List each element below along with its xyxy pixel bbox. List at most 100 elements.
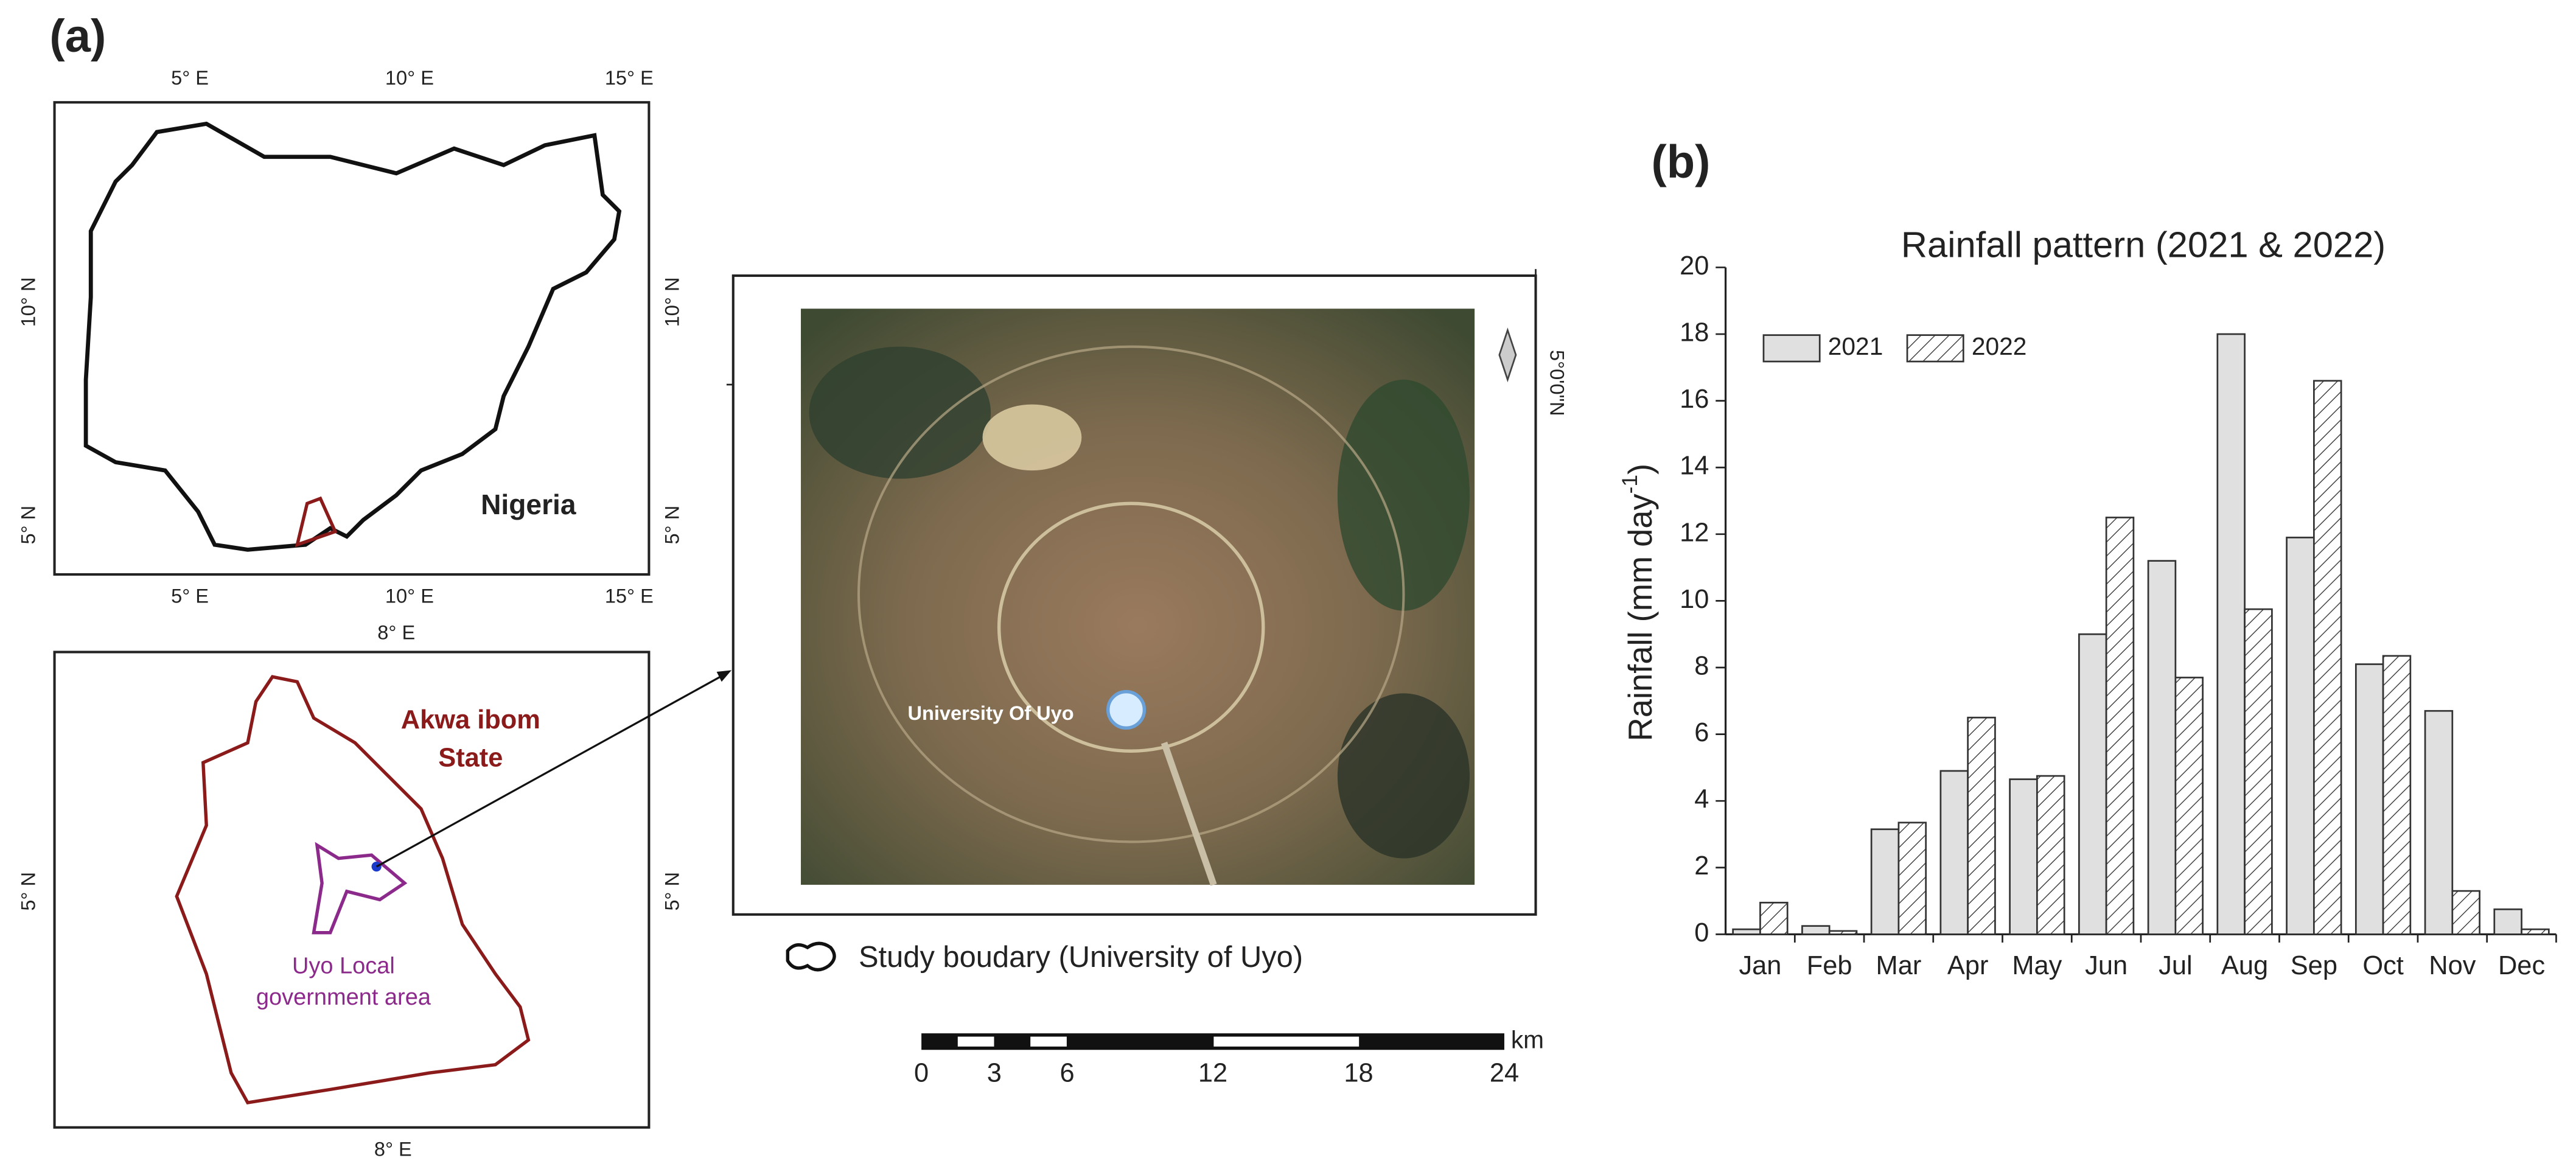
- bar: [2216, 333, 2246, 935]
- akwa-ibom-outline: [175, 675, 531, 1105]
- map-tick: 5° N: [17, 872, 39, 911]
- legend-label: 2021: [1828, 332, 1883, 360]
- x-tick-label: Apr: [1947, 951, 1989, 980]
- scale-bar: [921, 1033, 1504, 1050]
- y-tick-label: 6: [1694, 718, 1709, 747]
- arrow-head: [716, 670, 732, 682]
- bar: [2424, 710, 2454, 935]
- y-tick-label: 14: [1680, 452, 1709, 481]
- y-tick-label: 16: [1680, 385, 1709, 414]
- map-tick: 5° N: [661, 506, 683, 545]
- map-frame: [53, 651, 651, 1129]
- uyo-outline: [312, 842, 408, 935]
- panel-label: (a): [49, 10, 106, 62]
- road: [1161, 741, 1217, 886]
- bar: [2521, 928, 2550, 935]
- x-tick-label: Oct: [2362, 951, 2404, 980]
- lga-label: Uyo Local: [292, 954, 395, 979]
- bar: [2009, 778, 2038, 935]
- bar: [2147, 560, 2177, 935]
- map-tick: 5° N: [661, 872, 683, 911]
- vegetation: [1337, 379, 1470, 611]
- scale-label: 18: [1344, 1058, 1373, 1087]
- boundary-legend: Study boudary (University of Uyo): [859, 941, 1303, 974]
- x-tick-label: Feb: [1807, 951, 1852, 980]
- scale-label: 6: [1060, 1058, 1075, 1087]
- y-tick-label: 4: [1694, 785, 1709, 814]
- state-label: State: [438, 743, 503, 772]
- bar: [2354, 663, 2384, 935]
- map-tick: 10° E: [385, 585, 434, 607]
- map-tick: 10° N: [661, 277, 683, 327]
- bar: [1828, 930, 1858, 935]
- scale-unit: km: [1511, 1025, 1544, 1053]
- panel-label: (b): [1651, 136, 1710, 187]
- bar: [1732, 928, 1761, 935]
- y-axis-label: Rainfall (mm day-1): [1618, 464, 1659, 741]
- akwa-ibom-outline-small: [295, 496, 338, 548]
- bar: [2312, 380, 2342, 935]
- place-icon: [1106, 689, 1147, 730]
- state-label: Akwa ibom: [401, 705, 540, 734]
- scale-label: 0: [914, 1058, 929, 1087]
- bar: [1897, 821, 1927, 935]
- map-tick: 5° E: [171, 67, 209, 89]
- y-label-suffix: ): [1622, 464, 1659, 475]
- bar: [2286, 536, 2315, 935]
- bar: [2036, 775, 2065, 935]
- vegetation: [809, 346, 991, 479]
- bar: [2493, 908, 2522, 935]
- y-label-text: Rainfall (mm day: [1622, 494, 1659, 742]
- bar: [1870, 828, 1900, 935]
- nigeria-outline: [83, 121, 622, 552]
- map-tick: 10° E: [385, 67, 434, 89]
- y-tick-label: 0: [1694, 918, 1709, 947]
- map-tick: 10° N: [17, 277, 39, 327]
- map-tick: 15° E: [605, 585, 654, 607]
- outer-road: [857, 345, 1405, 843]
- lat-tick: 5°0'0"N: [1546, 350, 1568, 416]
- legend-label: 2022: [1972, 332, 2027, 360]
- legend-swatch: [1906, 334, 1964, 363]
- x-tick-label: Dec: [2498, 951, 2545, 980]
- lga-label: government area: [256, 985, 431, 1010]
- x-tick-label: Jul: [2159, 951, 2192, 980]
- bar: [2382, 655, 2412, 935]
- map-frame: [53, 101, 651, 576]
- y-tick-label: 18: [1680, 318, 1709, 347]
- x-tick-label: Mar: [1876, 951, 1922, 980]
- scale-label: 24: [1490, 1058, 1519, 1087]
- chart-title: Rainfall pattern (2021 & 2022): [1901, 225, 2386, 265]
- pointer-arrow: [375, 674, 724, 868]
- map-tick: 8° E: [374, 1138, 412, 1160]
- boundary-icon: [786, 941, 836, 972]
- ring-road: [997, 501, 1265, 753]
- y-tick-label: 2: [1694, 851, 1709, 881]
- bar: [1939, 770, 1969, 935]
- map-tick: 5° N: [17, 506, 39, 545]
- bar: [2174, 677, 2204, 935]
- bar: [2451, 890, 2480, 935]
- bar: [1967, 716, 1996, 935]
- bar: [1801, 925, 1831, 935]
- bar: [1759, 901, 1789, 935]
- scale-label: 12: [1198, 1058, 1227, 1087]
- map-tick: 15° E: [605, 67, 654, 89]
- y-tick-label: 10: [1680, 585, 1709, 614]
- map-tick: 8° E: [377, 621, 415, 643]
- map-tick: 5° E: [171, 585, 209, 607]
- x-tick-label: Jan: [1739, 951, 1781, 980]
- clearing: [982, 404, 1082, 471]
- x-tick-label: May: [2012, 951, 2062, 980]
- vegetation: [1337, 693, 1470, 859]
- y-tick-label: 12: [1680, 518, 1709, 547]
- map-label: Nigeria: [481, 489, 576, 520]
- x-tick-label: Aug: [2221, 951, 2268, 980]
- scale-label: 3: [987, 1058, 1002, 1087]
- bar: [2078, 633, 2107, 935]
- y-label-superscript: -1: [1618, 475, 1642, 494]
- place-label: University Of Uyo: [908, 702, 1074, 724]
- bar: [2105, 517, 2135, 935]
